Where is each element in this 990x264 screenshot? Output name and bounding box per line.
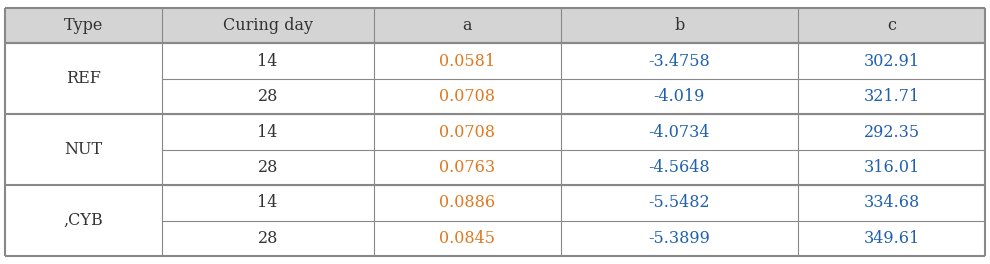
Text: 292.35: 292.35 <box>863 124 920 140</box>
Text: 0.0886: 0.0886 <box>440 194 495 211</box>
Text: -5.5482: -5.5482 <box>648 194 710 211</box>
Text: 14: 14 <box>257 124 278 140</box>
Text: 321.71: 321.71 <box>863 88 920 105</box>
Text: -4.5648: -4.5648 <box>648 159 710 176</box>
Text: 0.0763: 0.0763 <box>440 159 495 176</box>
Text: Type: Type <box>63 17 103 34</box>
Text: -4.019: -4.019 <box>653 88 705 105</box>
Bar <box>5 8 985 43</box>
Text: 0.0845: 0.0845 <box>440 230 495 247</box>
Text: 302.91: 302.91 <box>863 53 920 70</box>
Text: 334.68: 334.68 <box>863 194 920 211</box>
Text: REF: REF <box>65 70 101 87</box>
Text: 14: 14 <box>257 53 278 70</box>
Text: 28: 28 <box>257 230 278 247</box>
Text: ,CYB: ,CYB <box>63 212 103 229</box>
Text: a: a <box>462 17 472 34</box>
Text: 14: 14 <box>257 194 278 211</box>
Bar <box>5 43 985 256</box>
Text: NUT: NUT <box>64 141 102 158</box>
Text: b: b <box>674 17 684 34</box>
Text: 28: 28 <box>257 88 278 105</box>
Text: 0.0581: 0.0581 <box>440 53 495 70</box>
Text: Curing day: Curing day <box>223 17 313 34</box>
Text: -5.3899: -5.3899 <box>648 230 711 247</box>
Text: -3.4758: -3.4758 <box>648 53 710 70</box>
Text: 0.0708: 0.0708 <box>440 124 495 140</box>
Text: 28: 28 <box>257 159 278 176</box>
Text: 349.61: 349.61 <box>863 230 920 247</box>
Text: -4.0734: -4.0734 <box>648 124 710 140</box>
Text: 316.01: 316.01 <box>863 159 920 176</box>
Text: c: c <box>887 17 896 34</box>
Text: 0.0708: 0.0708 <box>440 88 495 105</box>
